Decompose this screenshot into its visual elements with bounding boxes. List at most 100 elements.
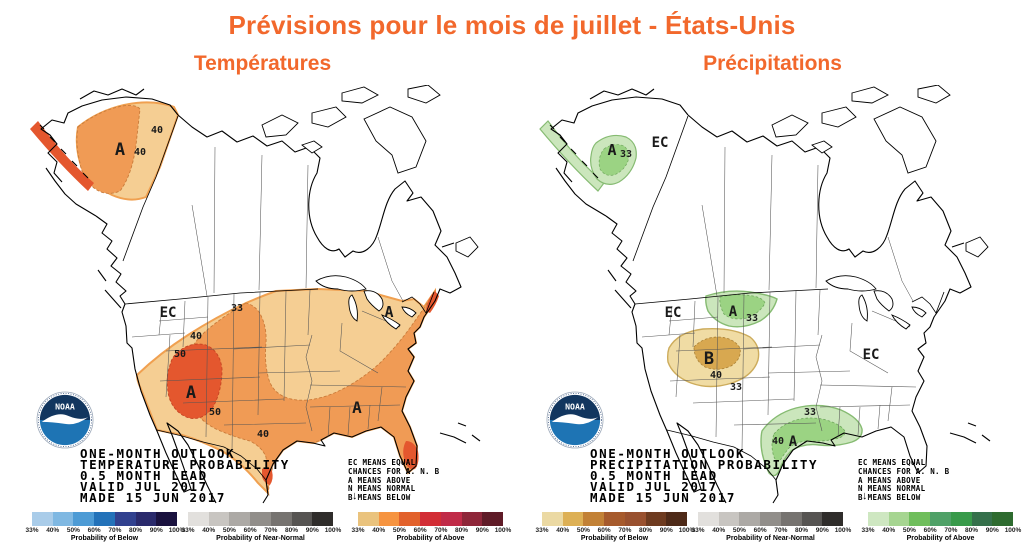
legend-tick: 70% <box>108 527 122 534</box>
legend-color-step <box>358 512 379 526</box>
legend-color-step <box>32 512 53 526</box>
legend-tick: 60% <box>923 527 937 534</box>
map-label: EC <box>863 347 880 363</box>
legend-color-step <box>482 512 504 526</box>
legend-tick: 70% <box>434 527 448 534</box>
legend-bar: 33% 40% 50% 60% 70% 80% 90% 100% Probability of … <box>181 512 341 542</box>
precipitation-info-text: ONE-MONTH OUTLOOK PRECIPITATION PROBABILI… <box>590 447 818 505</box>
map-label: B <box>704 349 714 369</box>
legend-tick: 33% <box>181 527 195 534</box>
legend-caption: Probability of Below <box>70 535 139 542</box>
legend-color-step <box>604 512 625 526</box>
legend-tick: 100% <box>834 527 852 534</box>
legend-color-step <box>399 512 421 526</box>
legend-color-step <box>780 512 802 526</box>
legend-color-step <box>461 512 483 526</box>
legend-tick: 80% <box>965 527 979 534</box>
map-label: A <box>186 383 196 403</box>
map-label: A <box>115 140 125 160</box>
legend-tick: 60% <box>413 527 427 534</box>
legend-bar: 33% 40% 50% 60% 70% 80% 90% 100% Probability of … <box>351 512 511 542</box>
map-label: EC <box>652 135 669 151</box>
legend-tick: 80% <box>639 527 653 534</box>
map-label: A <box>384 303 393 321</box>
legend-tick: 50% <box>902 527 916 534</box>
text-line: MADE 15 JUN 2017 <box>590 490 737 505</box>
legend-color-step <box>583 512 605 526</box>
text-line: CHANCES FOR A. N. B <box>348 466 440 476</box>
legend-tick: 80% <box>129 527 143 534</box>
text-line: VALID JUL 2017 <box>80 479 208 494</box>
precipitation-outlook-panel: A 33 EC EC A 33 B 40 33 EC 33 40 A NOAA ONE-MONTH OU… <box>520 85 1024 542</box>
map-label: 33 <box>804 407 816 418</box>
legend-color-step <box>624 512 646 526</box>
map-label: 40 <box>134 147 146 158</box>
legend-color-step <box>888 512 910 526</box>
legend-tick: 90% <box>305 527 319 534</box>
noaa-logo-text: NOAA <box>565 401 585 411</box>
map-label: 40 <box>710 370 722 381</box>
map-label: 50 <box>174 349 186 360</box>
temperature-map-svg: A 40 40 EC 33 40 50 A 50 40 A A <box>30 85 481 504</box>
legend-color-step <box>698 512 719 526</box>
legend-bar: 33% 40% 50% 60% 70% 80% 90% 100% Probability of … <box>535 512 695 542</box>
legend-tick: 80% <box>285 527 299 534</box>
legend-tick: 100% <box>324 527 342 534</box>
legend-color-step <box>229 512 251 526</box>
legend-color-step <box>822 512 844 526</box>
legend-color-step <box>250 512 271 526</box>
legend-color-step <box>909 512 931 526</box>
legend-color-step <box>420 512 441 526</box>
legend-tick: 90% <box>475 527 489 534</box>
text-line: A MEANS ABOVE <box>348 475 411 485</box>
legend-tick: 50% <box>66 527 80 534</box>
text-line: CHANCES FOR A. N. B <box>858 466 950 476</box>
legend-color-step <box>188 512 209 526</box>
legend-tick: 60% <box>87 527 101 534</box>
map-label: EC <box>160 305 177 321</box>
legend-tick: 100% <box>168 527 186 534</box>
text-line: 0.5 MONTH LEAD <box>590 468 718 483</box>
legend-tick: 70% <box>944 527 958 534</box>
legend-tick: 100% <box>678 527 696 534</box>
legend-caption: Probability of Below <box>580 535 649 542</box>
legend-caption: Probability of Above <box>906 535 975 542</box>
map-label: A <box>607 141 616 159</box>
map-label: 40 <box>772 436 784 447</box>
noaa-logo-text: NOAA <box>55 401 75 411</box>
legend-color-step <box>992 512 1014 526</box>
legend-color-step <box>208 512 230 526</box>
legend-tick: 50% <box>222 527 236 534</box>
map-label: EC <box>665 305 682 321</box>
legend-tick: 60% <box>753 527 767 534</box>
legend-tick: 90% <box>815 527 829 534</box>
text-line: B MEANS BELOW <box>858 493 921 503</box>
text-line: N MEANS NORMAL <box>858 484 926 494</box>
legend-color-step <box>94 512 115 526</box>
legend-tick: 50% <box>732 527 746 534</box>
temperature-info-text: ONE-MONTH OUTLOOK TEMPERATURE PROBABILITY… <box>80 446 290 504</box>
legend-color-step <box>312 512 334 526</box>
map-label: 33 <box>231 303 243 314</box>
legend-tick: 50% <box>392 527 406 534</box>
noaa-logo: NOAA <box>36 391 94 449</box>
legend-tick: 40% <box>202 527 216 534</box>
legend-tick: 80% <box>795 527 809 534</box>
legend-color-step <box>868 512 889 526</box>
text-line: EC MEANS EQUAL <box>348 458 416 467</box>
text-line: ONE-MONTH OUTLOOK <box>80 446 236 461</box>
legend-tick: 40% <box>712 527 726 534</box>
map-label: 33 <box>746 313 758 324</box>
noaa-logo: NOAA <box>546 391 604 449</box>
legend-color-step <box>645 512 667 526</box>
text-line: TEMPERATURE PROBABILITY <box>80 457 290 472</box>
temperature-subtitle: Températures <box>193 52 332 75</box>
map-label: A <box>729 304 738 320</box>
text-line: VALID JUL 2017 <box>590 479 718 494</box>
legend-bar: 33% 40% 50% 60% 70% 80% 90% 100% Probability of … <box>25 512 185 542</box>
legend-tick: 70% <box>264 527 278 534</box>
legend-bar: 33% 40% 50% 60% 70% 80% 90% 100% Probability of … <box>691 512 851 542</box>
legend-tick: 100% <box>1004 527 1022 534</box>
legend-color-step <box>378 512 400 526</box>
